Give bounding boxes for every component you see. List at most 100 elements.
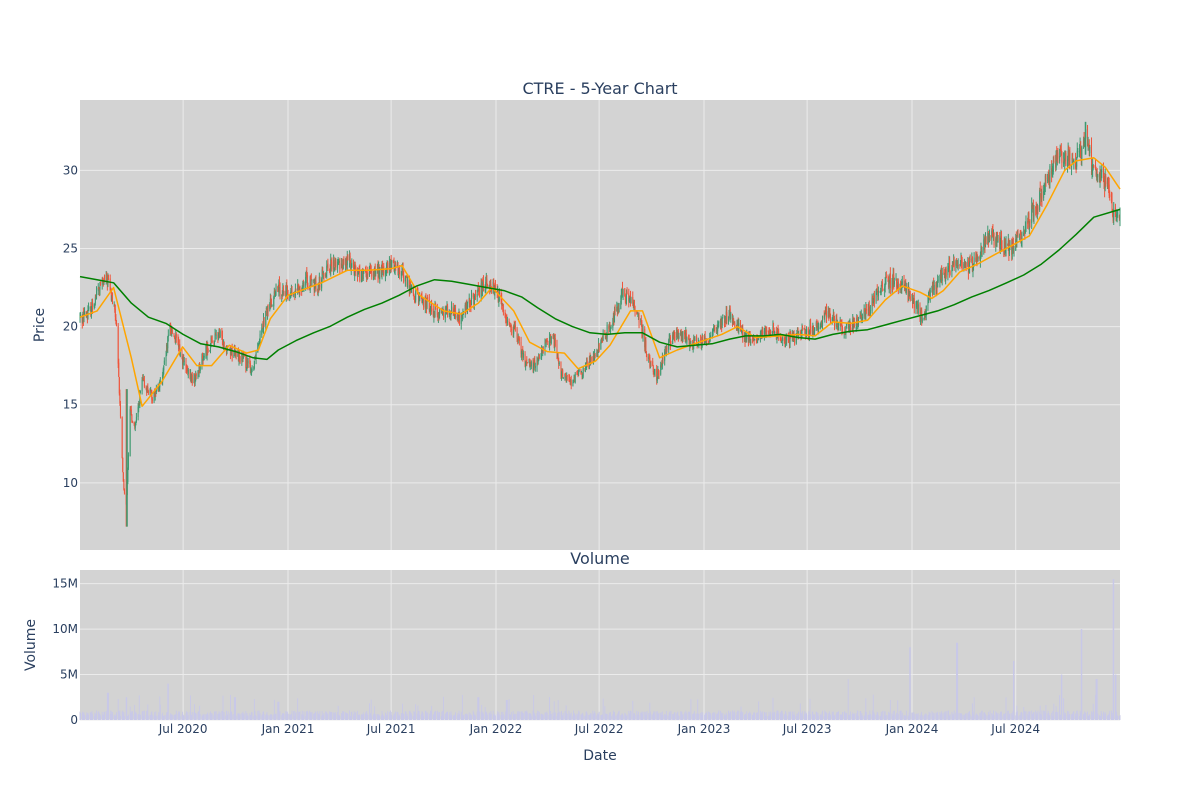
candle-body [103,280,105,285]
candle [621,287,623,298]
volume-bar [506,700,508,720]
candle [135,412,137,423]
candle [669,335,671,351]
candle-body [614,308,616,311]
candle-body [947,266,949,269]
volume-bar [600,715,602,720]
volume-bar [194,712,196,720]
volume-bar [274,714,276,720]
candle [198,370,200,375]
candle [983,237,985,246]
volume-bar [856,715,858,720]
volume-bar [82,713,84,720]
candle-body [338,260,340,263]
volume-bar [127,714,129,720]
candle-body [609,325,611,331]
candle-body [833,320,835,326]
candle [820,320,822,328]
candle [620,289,622,305]
candle-body [131,415,133,422]
candle [278,276,280,287]
candle-body [847,323,849,325]
candle-body [321,279,323,289]
candle-body [665,347,667,353]
volume-bar [163,716,165,720]
volume-bar [865,698,867,720]
candle [1056,146,1058,162]
candle-body [90,307,92,316]
volume-bar [249,714,251,720]
volume-bar [761,712,763,720]
candle-body [231,347,233,357]
candle [614,306,616,323]
candle-body [786,337,788,341]
volume-bar [665,710,667,720]
candle-body [409,285,411,292]
candle-body [630,298,632,304]
candle-body [967,260,969,267]
candle [478,287,480,292]
candle-body [235,351,237,357]
volume-bar [86,712,88,720]
candle [584,362,586,373]
candle-body [1032,203,1034,206]
volume-bar [255,715,257,720]
volume-bar [733,712,735,720]
candle-body [393,260,395,272]
candle-body [1069,151,1071,170]
candle [674,331,676,343]
volume-bar [166,712,168,720]
volume-bar [489,712,491,720]
candle [681,331,683,342]
candle-body [181,351,183,356]
candle-body [820,323,822,328]
candle-body [708,341,710,343]
candle [195,370,197,382]
candle-body [194,377,196,384]
volume-bar [713,712,715,720]
candle-body [222,345,224,347]
candle [397,262,399,276]
volume-bar [564,710,566,720]
candle-body [749,334,751,342]
candle [1052,166,1054,178]
volume-bar [326,712,328,720]
candle [905,278,907,294]
candle [624,293,626,304]
volume-bar [585,715,586,720]
volume-bar [394,712,396,720]
volume-bar [431,705,433,720]
volume-bar [87,713,89,720]
candle-body [517,339,519,341]
candle [658,370,660,380]
candle-body [693,336,695,340]
volume-bar [199,705,201,720]
candle [182,356,184,370]
volume-bar [850,711,851,720]
candle [121,416,123,459]
candle-body [242,356,244,358]
candle [1004,238,1006,257]
volume-bar [194,704,195,720]
candle [859,311,861,320]
candle-body [114,308,116,317]
candle-body [217,334,219,340]
volume-bar [487,715,488,720]
candle-body [554,339,556,348]
candle [971,252,973,264]
candle [518,335,520,341]
volume-bar [789,711,791,720]
volume-bar [645,712,647,720]
volume-bar [542,714,544,720]
volume-bar [602,698,604,720]
candle [310,274,312,287]
candle [983,233,985,255]
candle-body [329,268,331,274]
candle [1068,145,1070,167]
candle-body [943,273,945,275]
candle-body [905,283,907,293]
candle [912,292,914,309]
candle-body [262,317,264,329]
candle-body [638,315,640,323]
candle [949,270,951,276]
